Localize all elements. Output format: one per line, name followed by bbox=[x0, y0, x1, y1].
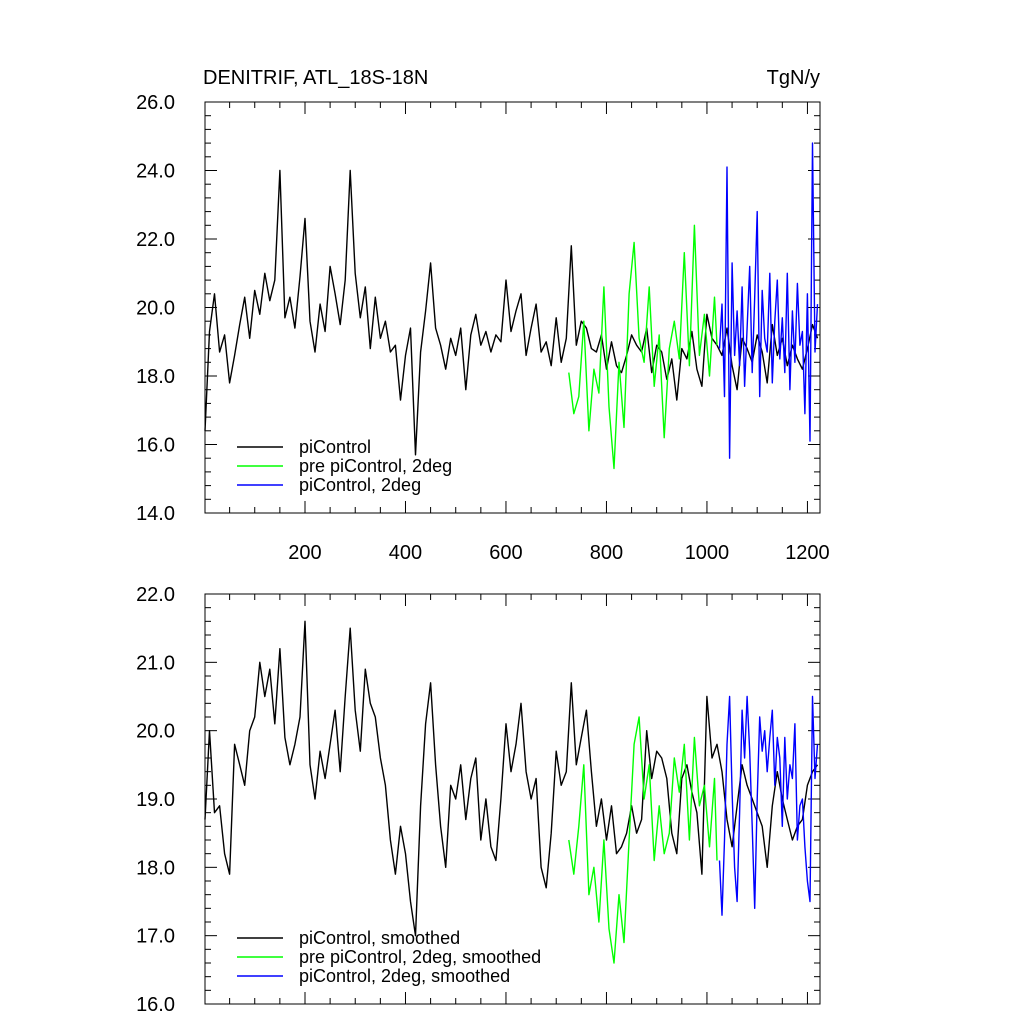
y-tick-label: 20.0 bbox=[136, 721, 175, 743]
x-tick-label: 1200 bbox=[785, 542, 830, 564]
y-tick-label: 14.0 bbox=[136, 503, 175, 525]
x-tick-label: 600 bbox=[489, 542, 522, 564]
legend-label-2: pre piControl, 2deg bbox=[299, 456, 452, 476]
y-tick-label: 22.0 bbox=[136, 229, 175, 251]
legend-label-2: pre piControl, 2deg, smoothed bbox=[299, 947, 541, 967]
y-tick-label: 18.0 bbox=[136, 366, 175, 388]
units-label: TgN/y bbox=[767, 67, 820, 89]
x-tick-label: 1000 bbox=[685, 542, 730, 564]
y-tick-label: 22.0 bbox=[136, 584, 175, 606]
series-line-1 bbox=[204, 620, 819, 937]
y-tick-label: 17.0 bbox=[136, 926, 175, 948]
y-tick-label: 20.0 bbox=[136, 298, 175, 320]
series-line-2 bbox=[568, 224, 718, 470]
x-tick-label: 800 bbox=[590, 542, 623, 564]
panel-bottom: 16.0 17.0 18.0 19.0 20.0 21.0 22.0 piControl, s… bbox=[136, 584, 821, 1016]
series-line-3 bbox=[718, 142, 819, 459]
y-tick-label: 16.0 bbox=[136, 435, 175, 457]
y-tick-label: 19.0 bbox=[136, 789, 175, 811]
y-tick-label: 24.0 bbox=[136, 161, 175, 183]
series-line-2 bbox=[568, 716, 718, 964]
y-tick-label: 21.0 bbox=[136, 652, 175, 674]
panel-top: 14.0 16.0 18.0 20.0 22.0 24.0 26.0 200 400 600 800… bbox=[136, 92, 830, 564]
legend-label-1: piControl bbox=[299, 437, 371, 457]
x-tick-label: 400 bbox=[389, 542, 422, 564]
y-tick-label: 16.0 bbox=[136, 994, 175, 1016]
legend-label-3: piControl, 2deg, smoothed bbox=[299, 966, 510, 986]
plot-frame bbox=[204, 593, 821, 1005]
chart-title: DENITRIF, ATL_18S-18N bbox=[203, 67, 428, 89]
series-line-3 bbox=[718, 695, 819, 916]
legend-label-1: piControl, smoothed bbox=[299, 928, 460, 948]
y-tick-label: 26.0 bbox=[136, 92, 175, 114]
x-tick-label: 200 bbox=[288, 542, 321, 564]
legend-label-3: piControl, 2deg bbox=[299, 475, 421, 495]
series-line-1 bbox=[204, 169, 819, 456]
y-tick-label: 18.0 bbox=[136, 857, 175, 879]
